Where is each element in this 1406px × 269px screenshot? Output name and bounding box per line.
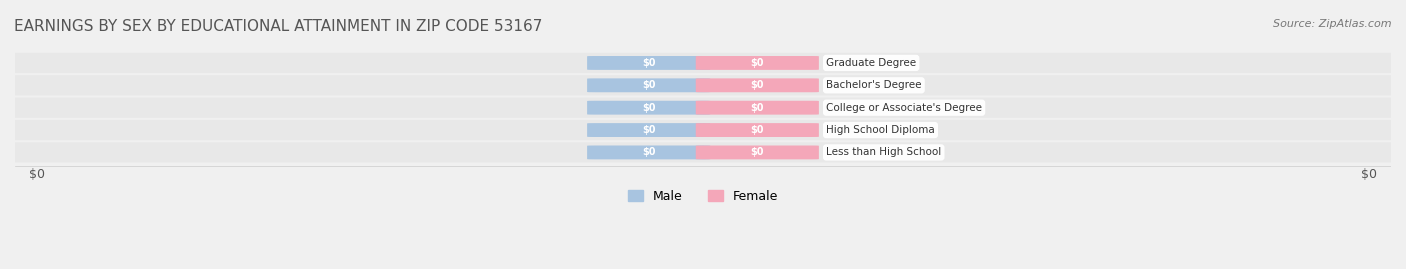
FancyBboxPatch shape [588, 101, 710, 115]
Text: $0: $0 [1361, 168, 1376, 181]
Legend: Male, Female: Male, Female [623, 185, 783, 208]
Text: $0: $0 [643, 80, 655, 90]
FancyBboxPatch shape [588, 123, 710, 137]
FancyBboxPatch shape [588, 56, 710, 70]
Text: $0: $0 [643, 125, 655, 135]
FancyBboxPatch shape [696, 101, 818, 115]
FancyBboxPatch shape [0, 53, 1406, 73]
Text: $0: $0 [643, 103, 655, 113]
Text: Graduate Degree: Graduate Degree [827, 58, 917, 68]
Text: High School Diploma: High School Diploma [827, 125, 935, 135]
Text: $0: $0 [30, 168, 45, 181]
Text: $0: $0 [751, 80, 763, 90]
Text: Bachelor's Degree: Bachelor's Degree [827, 80, 921, 90]
Text: Source: ZipAtlas.com: Source: ZipAtlas.com [1274, 19, 1392, 29]
FancyBboxPatch shape [696, 78, 818, 92]
FancyBboxPatch shape [696, 56, 818, 70]
Text: College or Associate's Degree: College or Associate's Degree [827, 103, 983, 113]
FancyBboxPatch shape [0, 75, 1406, 95]
FancyBboxPatch shape [588, 146, 710, 159]
Text: $0: $0 [751, 147, 763, 157]
FancyBboxPatch shape [696, 123, 818, 137]
Text: $0: $0 [751, 103, 763, 113]
Text: $0: $0 [643, 147, 655, 157]
FancyBboxPatch shape [0, 142, 1406, 162]
FancyBboxPatch shape [696, 146, 818, 159]
Text: $0: $0 [751, 125, 763, 135]
Text: $0: $0 [643, 58, 655, 68]
Text: $0: $0 [751, 58, 763, 68]
Text: Less than High School: Less than High School [827, 147, 942, 157]
Text: EARNINGS BY SEX BY EDUCATIONAL ATTAINMENT IN ZIP CODE 53167: EARNINGS BY SEX BY EDUCATIONAL ATTAINMEN… [14, 19, 543, 34]
FancyBboxPatch shape [0, 120, 1406, 140]
FancyBboxPatch shape [588, 78, 710, 92]
FancyBboxPatch shape [0, 98, 1406, 118]
